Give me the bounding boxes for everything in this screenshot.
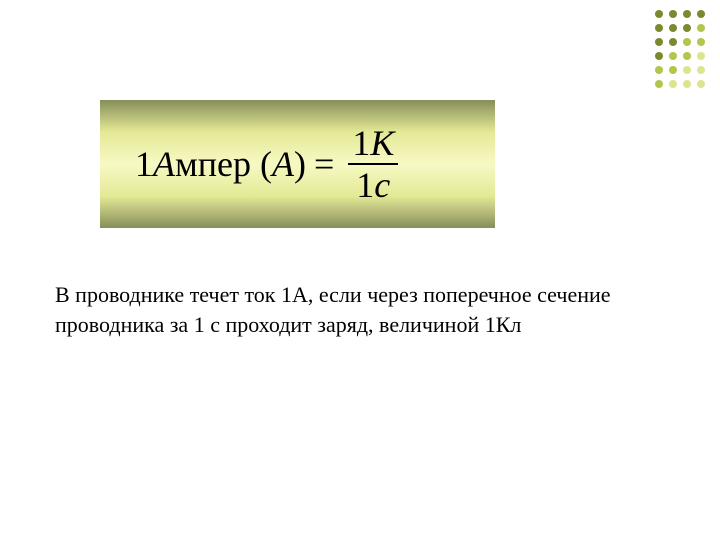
- dot: [669, 24, 677, 32]
- dot: [655, 38, 663, 46]
- frac-bottom-coef: 1: [356, 165, 374, 205]
- lhs-paren-close: ): [294, 144, 306, 184]
- fraction-denominator: 1с: [352, 165, 394, 203]
- frac-bottom-var: с: [374, 165, 390, 205]
- lhs-paren-open: (: [251, 144, 272, 184]
- dot: [669, 10, 677, 18]
- dot: [669, 66, 677, 74]
- dot-row: [655, 10, 705, 18]
- equals-sign: =: [314, 143, 334, 185]
- dot: [669, 80, 677, 88]
- frac-top-var: К: [370, 123, 394, 163]
- dot: [697, 66, 705, 74]
- lhs-tail: мпер: [175, 144, 251, 184]
- dot: [655, 24, 663, 32]
- description-text: В проводнике течет ток 1А, если через по…: [55, 280, 650, 339]
- dot: [655, 80, 663, 88]
- frac-top-coef: 1: [352, 123, 370, 163]
- lhs-italic-a: А: [153, 144, 175, 184]
- dot: [697, 80, 705, 88]
- dot: [683, 80, 691, 88]
- dot-row: [655, 52, 705, 60]
- dot-row: [655, 38, 705, 46]
- fraction-numerator: 1К: [348, 125, 398, 163]
- formula-box: 1Ампер (А) = 1К 1с: [100, 100, 495, 228]
- dot: [683, 66, 691, 74]
- dot: [655, 52, 663, 60]
- dot-row: [655, 24, 705, 32]
- dot: [669, 52, 677, 60]
- dot: [697, 24, 705, 32]
- dot-row: [655, 80, 705, 88]
- dot: [655, 10, 663, 18]
- dot: [697, 10, 705, 18]
- dot: [683, 10, 691, 18]
- dot: [697, 38, 705, 46]
- dot-grid-decoration: [655, 10, 705, 94]
- lhs-coef: 1: [135, 144, 153, 184]
- dot: [683, 38, 691, 46]
- fraction: 1К 1с: [348, 125, 398, 203]
- dot: [697, 52, 705, 60]
- dot: [683, 24, 691, 32]
- dot-row: [655, 66, 705, 74]
- dot: [683, 52, 691, 60]
- dot: [655, 66, 663, 74]
- formula-expression: 1Ампер (А) = 1К 1с: [135, 125, 398, 203]
- dot: [669, 38, 677, 46]
- lhs-var: А: [272, 144, 294, 184]
